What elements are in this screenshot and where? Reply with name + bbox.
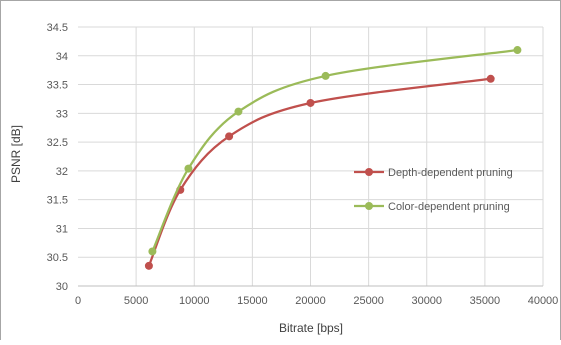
chart-border-left (0, 0, 1, 340)
legend-swatch-marker (365, 168, 373, 176)
legend-swatch-marker (365, 202, 373, 210)
x-tick-label: 10000 (179, 295, 210, 307)
legend-item: Color-dependent pruning (354, 201, 510, 213)
y-tick-label: 33.5 (47, 80, 68, 92)
x-tick-label: 20000 (295, 295, 326, 307)
data-point (486, 74, 495, 83)
y-tick-label: 32.5 (47, 137, 68, 149)
y-tick-label: 31 (56, 223, 68, 235)
chart-border-top (0, 0, 561, 1)
y-tick-label: 32 (56, 166, 68, 178)
y-axis-title: PSNR [dB] (9, 125, 23, 183)
x-tick-label: 30000 (411, 295, 442, 307)
x-tick-label: 35000 (470, 295, 501, 307)
x-axis-title: Bitrate [bps] (279, 321, 343, 335)
data-point (234, 107, 243, 116)
data-point (148, 247, 157, 256)
legend-label: Color-dependent pruning (388, 201, 510, 213)
y-tick-label: 33 (56, 108, 68, 120)
data-point (184, 164, 193, 173)
legend: Depth-dependent pruning Color-dependent p… (354, 167, 513, 213)
x-tick-label: 0 (75, 295, 81, 307)
data-point (321, 71, 330, 80)
y-tick-label: 30 (56, 281, 68, 293)
data-point (513, 46, 522, 55)
x-tick-label: 25000 (353, 295, 384, 307)
axes-layer: 0 5000 10000 15000 20000 25000 30000 35000 40000… (47, 22, 559, 307)
y-tick-label: 34 (56, 51, 68, 63)
y-tick-label: 34.5 (47, 22, 68, 34)
series-line (147, 77, 492, 267)
series-layer (144, 46, 522, 270)
series-2 (148, 46, 522, 256)
legend-item: Depth-dependent pruning (354, 167, 513, 179)
data-point (144, 261, 153, 270)
data-point (225, 132, 234, 141)
data-point (306, 98, 315, 107)
legend-label: Depth-dependent pruning (388, 167, 513, 179)
series-line (151, 48, 519, 253)
x-tick-label: 40000 (528, 295, 559, 307)
y-tick-label: 31.5 (47, 195, 68, 207)
series-1 (144, 74, 495, 270)
y-tick-label: 30.5 (47, 252, 68, 264)
grid-layer (78, 26, 544, 286)
x-tick-label: 5000 (124, 295, 148, 307)
x-tick-label: 15000 (237, 295, 268, 307)
